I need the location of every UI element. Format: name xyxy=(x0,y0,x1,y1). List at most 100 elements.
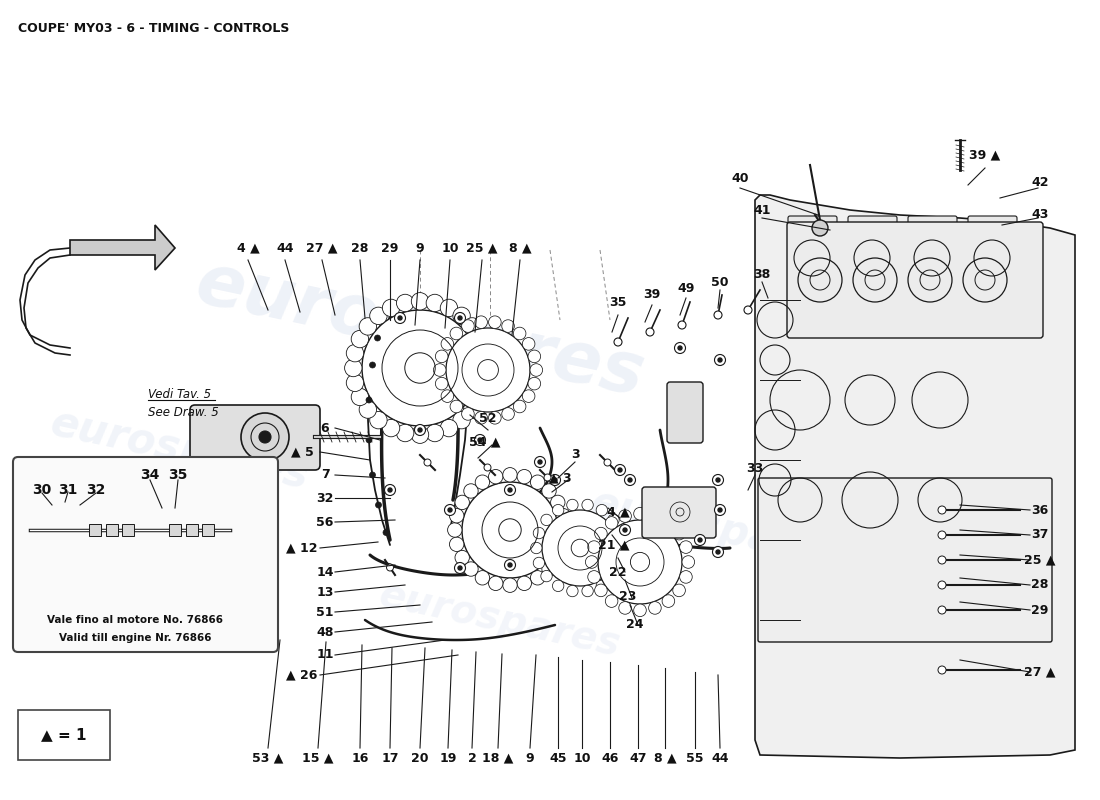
Circle shape xyxy=(502,320,515,332)
Circle shape xyxy=(195,516,201,522)
Circle shape xyxy=(475,316,487,329)
Text: See Draw. 5: See Draw. 5 xyxy=(148,406,219,418)
Text: 27 ▲: 27 ▲ xyxy=(1024,666,1056,678)
Circle shape xyxy=(370,362,375,368)
Text: eurospares: eurospares xyxy=(47,402,314,498)
Circle shape xyxy=(177,551,184,558)
Circle shape xyxy=(258,431,271,443)
Text: 51: 51 xyxy=(317,606,333,618)
Text: 3: 3 xyxy=(571,449,580,462)
Circle shape xyxy=(530,570,544,585)
Text: ▲ 5: ▲ 5 xyxy=(290,446,314,458)
Text: 14: 14 xyxy=(317,566,333,578)
Circle shape xyxy=(424,459,431,466)
Circle shape xyxy=(694,534,705,546)
Text: ▲ 26: ▲ 26 xyxy=(286,669,318,682)
Circle shape xyxy=(608,570,619,582)
Circle shape xyxy=(615,527,627,538)
Bar xyxy=(106,524,118,536)
Circle shape xyxy=(538,460,542,464)
Circle shape xyxy=(695,499,701,504)
Text: 22: 22 xyxy=(609,566,627,578)
Circle shape xyxy=(938,556,946,564)
Circle shape xyxy=(596,505,607,516)
Bar xyxy=(89,524,101,536)
Circle shape xyxy=(433,364,446,376)
Circle shape xyxy=(475,411,487,424)
Circle shape xyxy=(383,530,389,535)
Circle shape xyxy=(662,594,674,607)
Circle shape xyxy=(440,299,458,317)
FancyBboxPatch shape xyxy=(848,216,896,300)
Circle shape xyxy=(94,526,101,534)
Text: 46: 46 xyxy=(602,751,618,765)
Circle shape xyxy=(484,464,491,471)
Circle shape xyxy=(464,484,478,498)
Circle shape xyxy=(552,505,564,516)
Text: 49: 49 xyxy=(678,282,695,294)
Circle shape xyxy=(698,538,702,542)
Circle shape xyxy=(37,502,94,558)
Text: 52: 52 xyxy=(480,411,497,425)
FancyBboxPatch shape xyxy=(908,216,957,300)
Circle shape xyxy=(716,550,720,554)
Text: ▲ 12: ▲ 12 xyxy=(286,542,318,554)
Circle shape xyxy=(938,666,946,674)
Circle shape xyxy=(444,505,455,515)
Circle shape xyxy=(680,541,692,554)
Circle shape xyxy=(385,485,396,495)
Circle shape xyxy=(197,526,204,534)
Text: 29: 29 xyxy=(382,242,398,254)
Circle shape xyxy=(688,491,693,497)
Circle shape xyxy=(388,488,392,492)
Circle shape xyxy=(346,374,364,391)
Bar xyxy=(18,710,110,760)
FancyBboxPatch shape xyxy=(190,405,320,470)
Circle shape xyxy=(503,578,517,592)
Circle shape xyxy=(618,468,621,472)
Text: 8 ▲: 8 ▲ xyxy=(653,751,676,765)
Circle shape xyxy=(450,400,463,413)
Text: 8 ▲: 8 ▲ xyxy=(508,242,531,254)
Circle shape xyxy=(463,401,481,418)
Circle shape xyxy=(595,527,607,540)
Circle shape xyxy=(542,510,618,586)
Circle shape xyxy=(362,310,478,426)
Circle shape xyxy=(514,400,526,413)
Circle shape xyxy=(535,457,546,467)
Circle shape xyxy=(395,313,406,323)
Circle shape xyxy=(673,584,685,597)
Circle shape xyxy=(446,328,530,412)
Circle shape xyxy=(517,470,531,484)
Circle shape xyxy=(522,338,535,350)
Circle shape xyxy=(441,390,453,402)
Circle shape xyxy=(938,581,946,589)
Circle shape xyxy=(659,499,664,504)
Circle shape xyxy=(166,551,173,558)
Circle shape xyxy=(73,496,81,505)
Circle shape xyxy=(426,424,443,442)
Circle shape xyxy=(448,523,462,538)
Circle shape xyxy=(458,316,462,320)
Circle shape xyxy=(714,311,722,319)
Circle shape xyxy=(713,474,724,486)
Text: 56: 56 xyxy=(317,515,333,529)
Circle shape xyxy=(551,495,565,510)
Circle shape xyxy=(441,338,453,350)
Circle shape xyxy=(514,327,526,340)
Circle shape xyxy=(450,509,464,523)
Circle shape xyxy=(48,555,57,564)
Circle shape xyxy=(60,558,69,566)
Circle shape xyxy=(148,538,155,544)
Text: 47: 47 xyxy=(629,751,647,765)
Circle shape xyxy=(713,546,724,558)
Circle shape xyxy=(744,306,752,314)
Text: 25 ▲: 25 ▲ xyxy=(466,242,497,254)
Circle shape xyxy=(153,508,197,552)
Text: 44: 44 xyxy=(276,242,294,254)
Circle shape xyxy=(360,318,376,335)
Circle shape xyxy=(587,570,601,583)
Circle shape xyxy=(566,586,579,597)
Text: 20: 20 xyxy=(411,751,429,765)
Circle shape xyxy=(383,299,399,317)
